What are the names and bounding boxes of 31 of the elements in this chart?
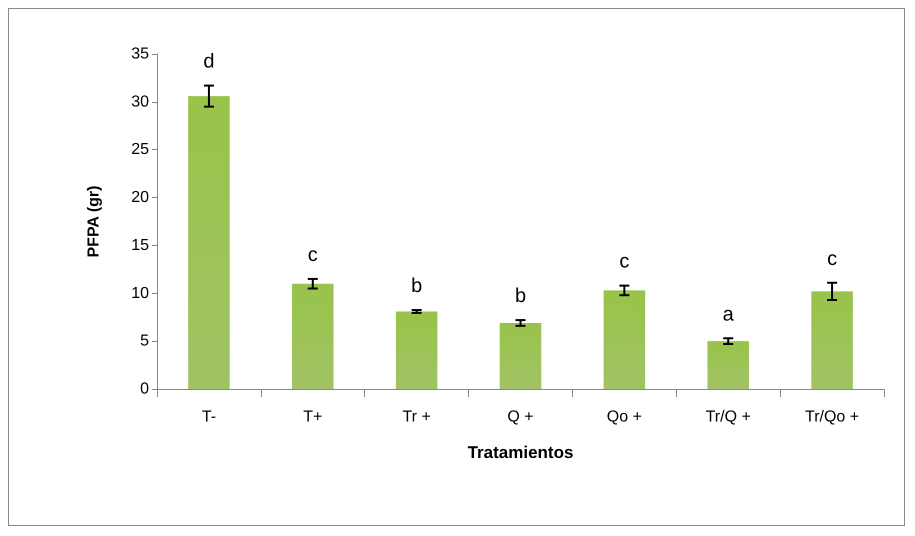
y-tick-label: 35 [131, 46, 150, 62]
bar [811, 291, 853, 389]
annotation: b [411, 275, 422, 298]
bar [396, 311, 438, 389]
y-tick-label: 5 [140, 332, 150, 350]
annotation: a [722, 303, 735, 326]
bar [707, 341, 749, 389]
bar [188, 96, 230, 389]
x-tick-label: T- [202, 408, 216, 426]
x-tick-label: Qo + [606, 408, 642, 426]
y-tick-label: 15 [131, 236, 150, 254]
y-axis-title: PFPA (gr) [86, 186, 102, 258]
annotation: b [514, 285, 526, 308]
bar [604, 290, 646, 389]
annotation: c [619, 250, 630, 273]
x-tick-label: Tr/Qo + [805, 408, 860, 426]
annotation: d [203, 50, 214, 73]
y-tick-label: 20 [131, 189, 150, 206]
y-tick-label: 30 [131, 93, 150, 110]
y-tick-label: 0 [140, 380, 150, 398]
x-axis-title: Tratamientos [468, 443, 574, 462]
x-tick-label: Q + [507, 408, 534, 426]
bar [500, 322, 542, 389]
x-tick-label: Tr/Q + [706, 408, 751, 426]
x-tick-label: Tr + [402, 408, 431, 426]
bar [292, 284, 334, 389]
y-tick-label: 25 [131, 141, 150, 158]
x-tick-label: T+ [303, 408, 322, 426]
annotation: c [827, 248, 838, 270]
annotation: c [308, 244, 318, 266]
y-tick-label: 10 [131, 284, 150, 302]
